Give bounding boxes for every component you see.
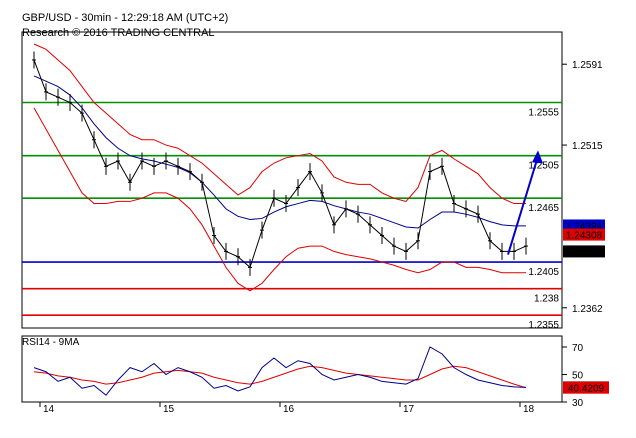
level-label: 1.2465 <box>528 203 559 214</box>
rsi-y-tick-label: 30 <box>572 398 584 409</box>
forecast-arrow-head <box>532 150 543 164</box>
chart-title: GBP/USD - 30min - 12:29:18 AM (UTC+2) <box>22 12 229 24</box>
price-panel: 1.2591 1.2515 1.2362 1.2555 1.2505 1.2465 1.24… <box>21 31 605 331</box>
price-y-tick-label: 1.2591 <box>572 60 603 71</box>
forecast-arrow-shaft <box>507 156 539 255</box>
rsi-badge <box>563 381 609 394</box>
rsi-line <box>33 346 527 396</box>
rsi-y-tick-label: 70 <box>572 343 584 354</box>
bollinger-upper-line <box>33 43 526 205</box>
moving-average-line <box>33 75 526 229</box>
level-label: 1.2555 <box>528 108 559 119</box>
price-badge-label: 1.2415 <box>569 247 600 258</box>
price-badge-label: 1.24308 <box>566 231 603 242</box>
price-line <box>33 59 527 269</box>
price-y-tick-label: 1.2362 <box>572 304 603 315</box>
price-badge-label: 1.24394 <box>566 221 603 232</box>
price-badge <box>563 245 605 258</box>
rsi-panel-frame <box>21 335 563 403</box>
price-y-tick-label: 1.2515 <box>572 141 603 152</box>
price-badge <box>563 219 605 232</box>
rsi-label: RSI14 - 9MA <box>22 337 80 348</box>
level-label: 1.2405 <box>528 267 559 278</box>
rsi-badge-label: 40.4209 <box>568 384 605 395</box>
price-panel-frame <box>21 31 563 329</box>
bollinger-lower-line <box>33 107 526 292</box>
level-label: 1.238 <box>534 294 559 305</box>
rsi-y-tick-label: 50 <box>572 371 584 382</box>
x-tick-label: 17 <box>403 404 415 415</box>
x-tick-label: 18 <box>523 404 535 415</box>
level-label: 1.2505 <box>528 161 559 172</box>
rsi-ma-line <box>33 365 527 389</box>
chart-subtitle: Research © 2016 TRADING CENTRAL <box>22 27 215 39</box>
level-label: 1.2355 <box>528 320 559 331</box>
x-tick-label: 14 <box>43 404 55 415</box>
x-tick-label: 15 <box>163 404 175 415</box>
x-tick-label: 16 <box>283 404 295 415</box>
price-badge <box>563 228 605 241</box>
